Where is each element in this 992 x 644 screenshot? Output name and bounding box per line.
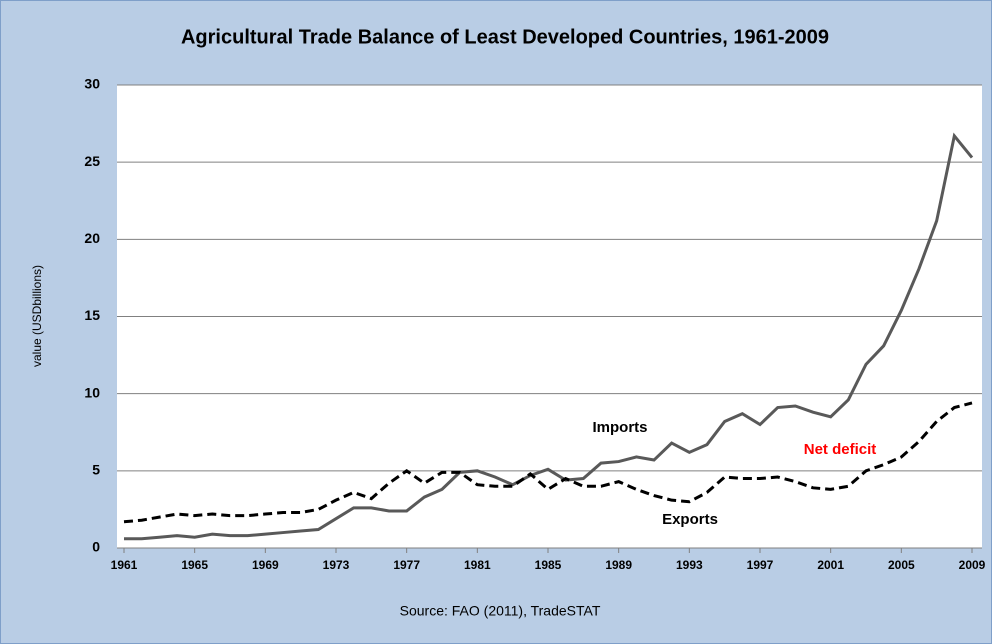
x-tick-label: 2009 bbox=[959, 558, 986, 572]
x-tick-label: 1989 bbox=[605, 558, 632, 572]
y-tick-label: 15 bbox=[84, 307, 100, 323]
y-tick-label: 20 bbox=[84, 230, 100, 246]
x-tick-label: 1997 bbox=[747, 558, 774, 572]
annotation: Net deficit bbox=[804, 441, 877, 458]
x-tick-label: 2001 bbox=[817, 558, 844, 572]
x-tick-label: 1965 bbox=[181, 558, 208, 572]
series-label: Imports bbox=[592, 419, 647, 436]
series-label: Exports bbox=[662, 511, 718, 528]
x-tick-label: 1969 bbox=[252, 558, 279, 572]
y-tick-label: 30 bbox=[84, 76, 100, 92]
series-line bbox=[124, 132, 974, 541]
x-tick-label: 1985 bbox=[535, 558, 562, 572]
y-tick-label: 5 bbox=[92, 462, 100, 478]
source: Source: FAO (2011), TradeSTAT bbox=[400, 603, 601, 619]
y-axis-label: value (USDbillions) bbox=[30, 265, 44, 367]
x-tick-label: 1973 bbox=[323, 558, 350, 572]
x-tick-label: 2005 bbox=[888, 558, 915, 572]
x-tick-label: 1981 bbox=[464, 558, 491, 572]
series-line bbox=[123, 401, 973, 524]
chart-title: Agricultural Trade Balance of Least Deve… bbox=[181, 26, 829, 48]
x-tick-label: 1961 bbox=[111, 558, 138, 572]
y-tick-label: 0 bbox=[92, 539, 100, 555]
x-tick-label: 1993 bbox=[676, 558, 703, 572]
x-tick-label: 1977 bbox=[393, 558, 420, 572]
y-tick-label: 10 bbox=[84, 384, 100, 400]
y-tick-label: 25 bbox=[84, 153, 100, 169]
